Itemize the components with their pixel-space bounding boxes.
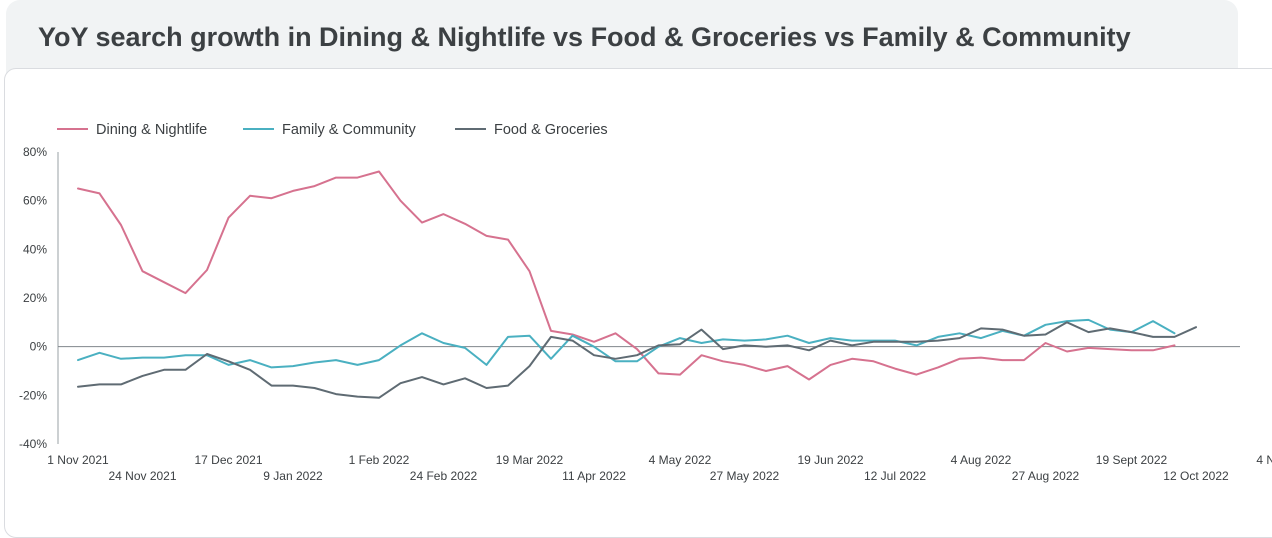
x-tick-label: 1 Nov 2021 xyxy=(47,453,109,467)
chart-series xyxy=(77,170,1197,399)
x-tick-label: 19 Jun 2022 xyxy=(797,453,863,467)
y-tick-label: 80% xyxy=(23,145,47,159)
y-tick-label: -40% xyxy=(19,437,47,451)
x-tick-label: 24 Feb 2022 xyxy=(410,469,478,483)
chart-legend: Dining & Nightlife Family & Community Food… xyxy=(57,122,608,138)
series-line-dining-nightlife xyxy=(77,170,1176,381)
x-tick-label: 11 Apr 2022 xyxy=(562,469,626,483)
x-tick-label: 19 Mar 2022 xyxy=(496,453,564,467)
y-tick-label: -20% xyxy=(19,388,47,402)
y-axis: 80% 60% 40% 20% 0% -20% -40% xyxy=(19,145,1240,451)
legend-label-family-community: Family & Community xyxy=(282,122,416,138)
x-tick-label: 19 Sept 2022 xyxy=(1096,453,1168,467)
page-title: YoY search growth in Dining & Nightlife … xyxy=(38,22,1131,52)
x-tick-label: 17 Dec 2021 xyxy=(194,453,262,467)
y-tick-label: 40% xyxy=(23,242,47,256)
y-tick-label: 0% xyxy=(30,340,48,354)
x-tick-label: 12 Oct 2022 xyxy=(1163,469,1229,483)
x-tick-label: 1 Feb 2022 xyxy=(349,453,410,467)
chart-card xyxy=(4,68,1272,538)
y-tick-label: 20% xyxy=(23,291,47,305)
x-tick-label: 24 Nov 2021 xyxy=(108,469,176,483)
y-tick-label: 60% xyxy=(23,194,47,208)
x-tick-label: 12 Jul 2022 xyxy=(864,469,926,483)
x-tick-label: 9 Jan 2022 xyxy=(263,469,323,483)
x-tick-label: 27 Aug 2022 xyxy=(1012,469,1080,483)
legend-label-dining-nightlife: Dining & Nightlife xyxy=(96,122,207,138)
series-line-food-groceries xyxy=(77,321,1197,399)
x-tick-label: 4 Nov 2... xyxy=(1256,453,1272,467)
legend-label-food-groceries: Food & Groceries xyxy=(494,122,608,138)
series-line-family-community xyxy=(77,318,1176,369)
x-tick-label: 4 Aug 2022 xyxy=(951,453,1012,467)
x-tick-label: 27 May 2022 xyxy=(710,469,780,483)
x-tick-label: 4 May 2022 xyxy=(649,453,712,467)
